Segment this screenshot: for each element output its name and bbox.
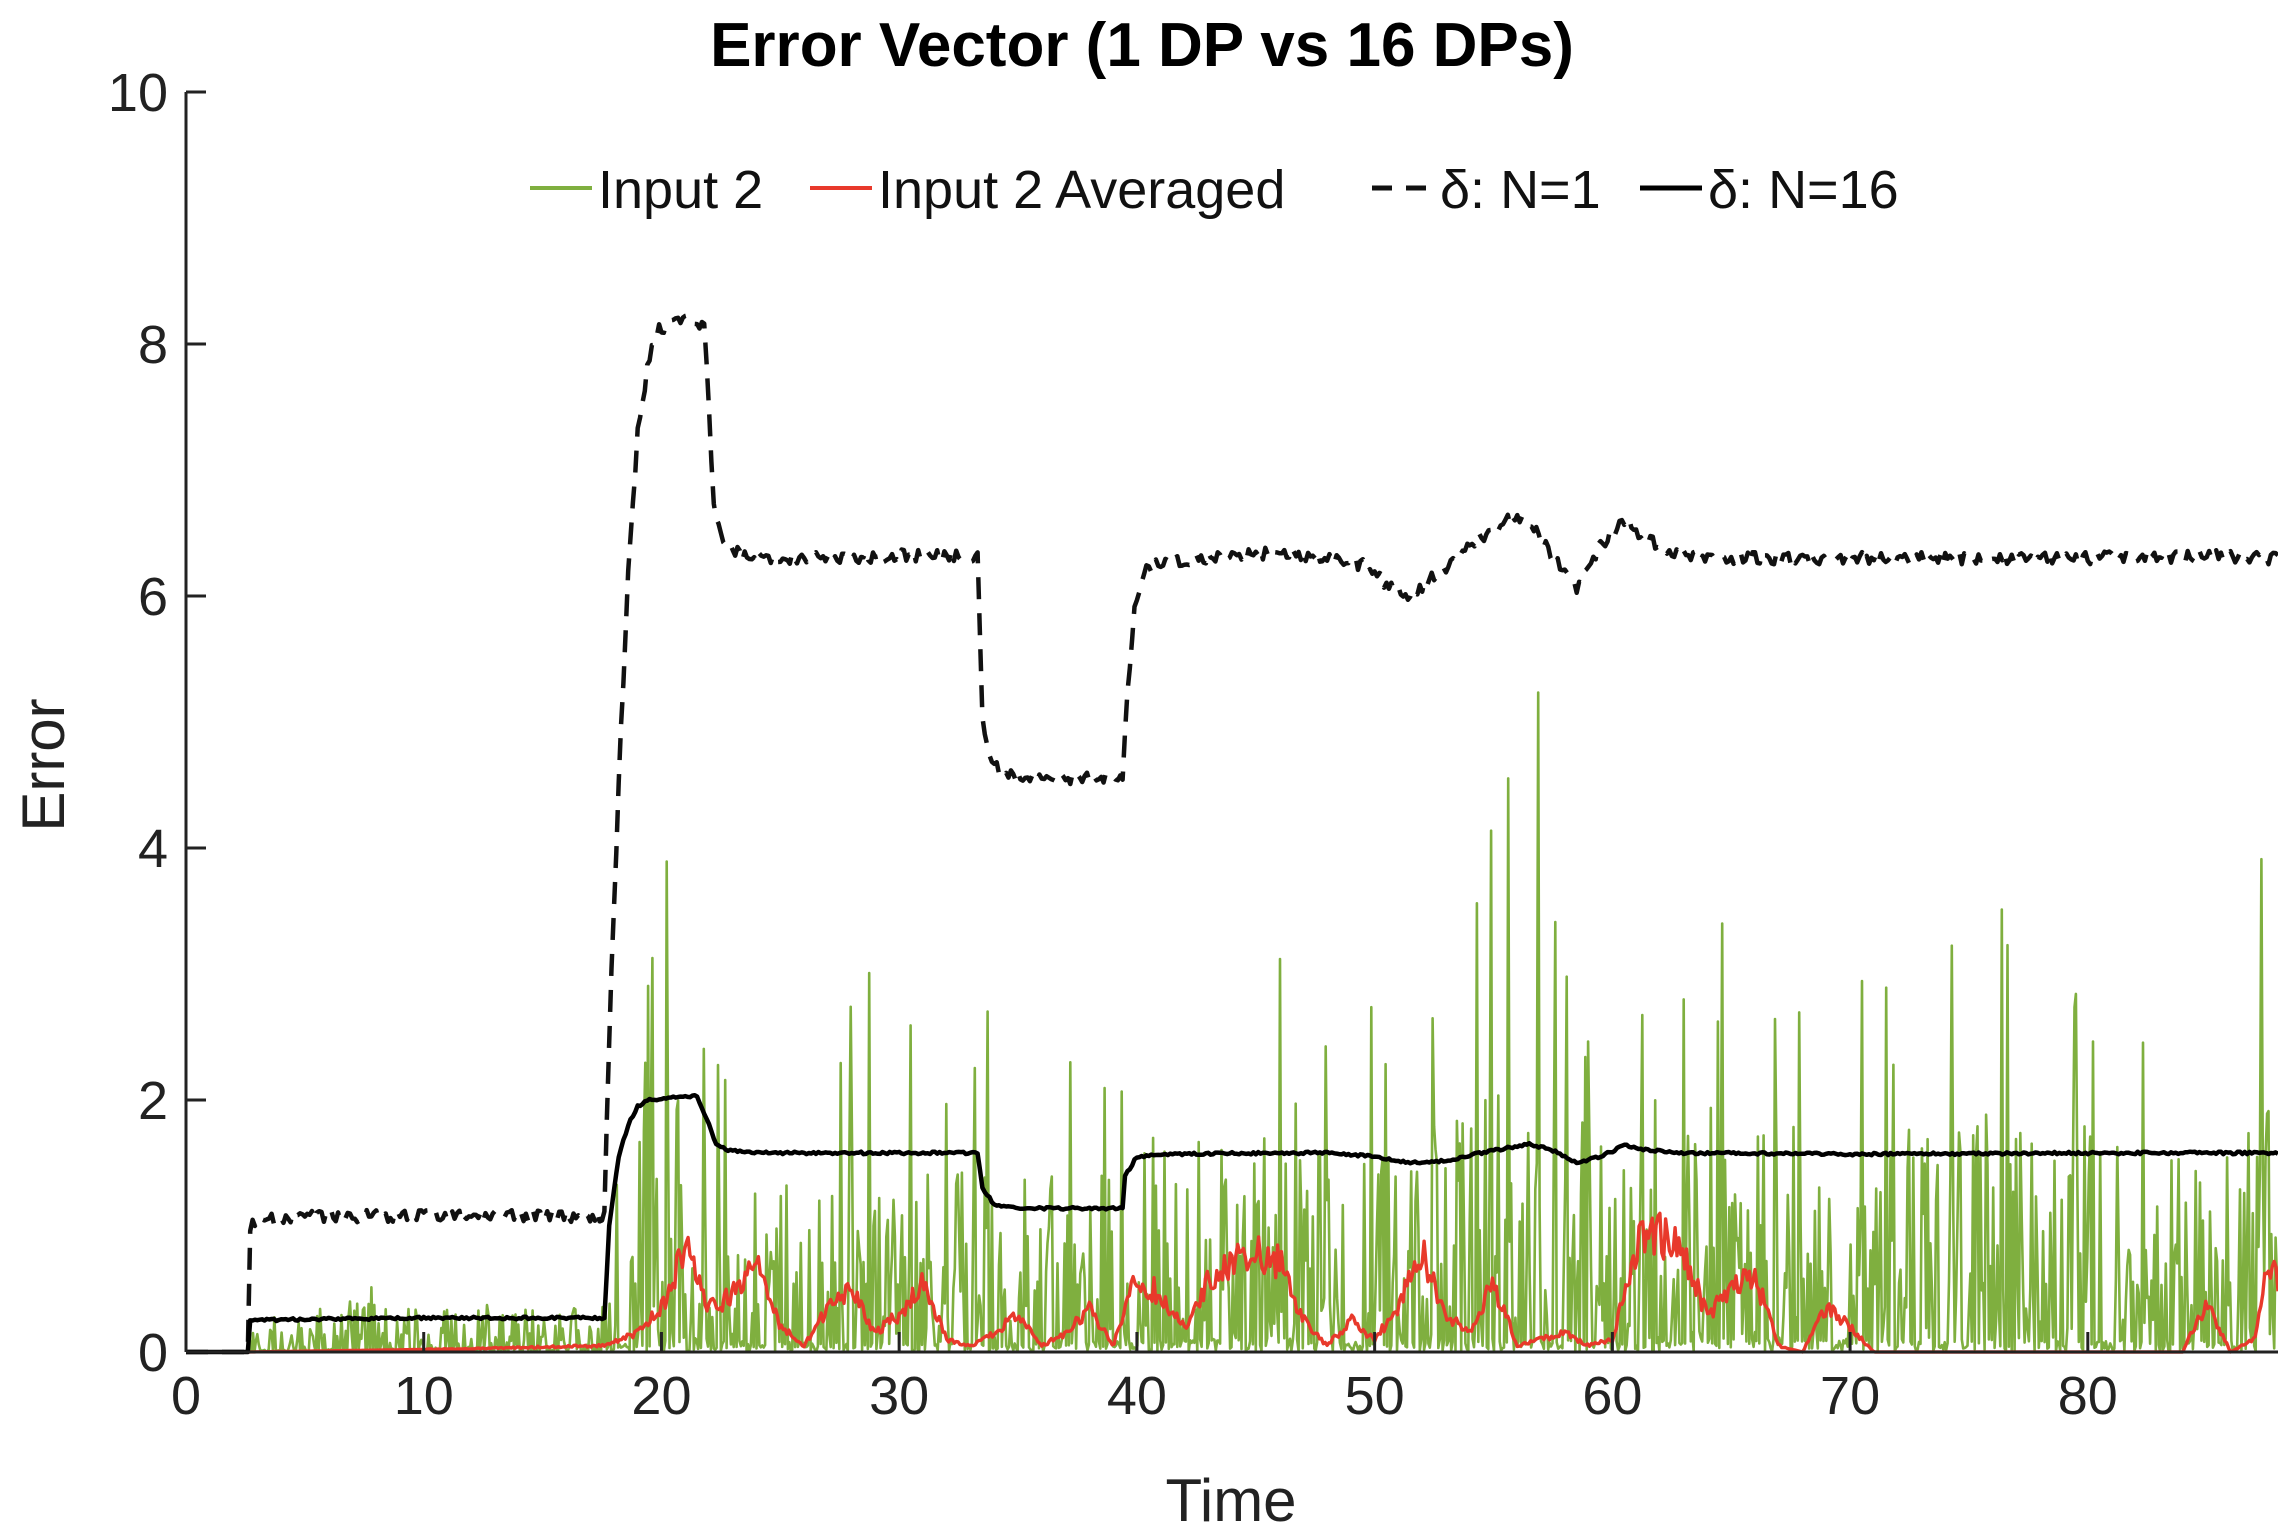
series-delta-n16-line xyxy=(186,1092,2278,1355)
y-tick-label: 6 xyxy=(138,567,168,627)
y-tick-label: 10 xyxy=(108,63,168,123)
chart-title: Error Vector (1 DP vs 16 DPs) xyxy=(710,11,1574,80)
x-tick-label: 80 xyxy=(2058,1366,2118,1426)
y-tick-label: 8 xyxy=(138,315,168,375)
axes: 0 10 20 30 40 50 60 70 80 0 2 4 6 8 10 xyxy=(108,63,2278,1426)
x-tick-label: 70 xyxy=(1820,1366,1880,1426)
x-tick-label: 40 xyxy=(1107,1366,1167,1426)
legend-label-input-2: Input 2 xyxy=(598,160,763,220)
y-axis-label: Error xyxy=(10,698,77,831)
x-axis-label: Time xyxy=(1165,1467,1296,1534)
x-tick-label: 20 xyxy=(631,1366,691,1426)
legend-label-delta-n16: δ: N=16 xyxy=(1708,160,1899,220)
x-tick-label: 30 xyxy=(869,1366,929,1426)
series-delta-n1-line xyxy=(186,313,2278,1355)
legend: Input 2 Input 2 Averaged δ: N=1 δ: N=16 xyxy=(530,160,1899,220)
y-tick-label: 2 xyxy=(138,1071,168,1131)
x-tick-label: 50 xyxy=(1345,1366,1405,1426)
legend-label-delta-n1: δ: N=1 xyxy=(1440,160,1601,220)
x-tick-label: 60 xyxy=(1582,1366,1642,1426)
y-tick-label: 4 xyxy=(138,819,168,879)
y-tick-label: 0 xyxy=(138,1323,168,1383)
x-tick-label: 10 xyxy=(394,1366,454,1426)
legend-label-input-2-averaged: Input 2 Averaged xyxy=(878,160,1285,220)
x-tick-label: 0 xyxy=(171,1366,201,1426)
